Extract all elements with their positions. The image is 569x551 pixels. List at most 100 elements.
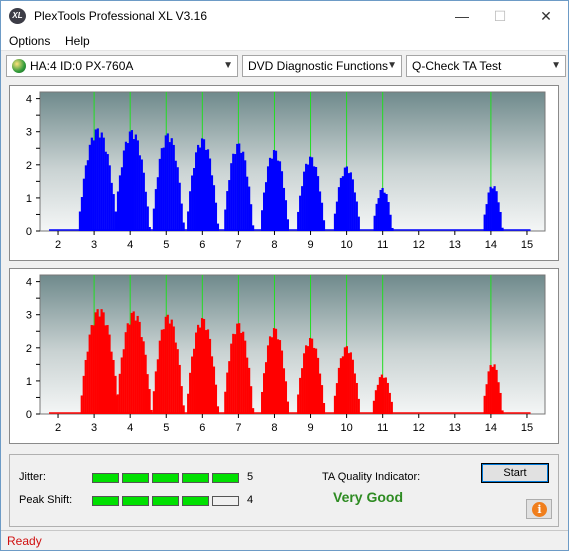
data-bar: [136, 315, 139, 414]
data-bar: [172, 326, 175, 414]
plot-area: [39, 91, 546, 232]
data-bar: [212, 185, 216, 231]
x-tick-label: 13: [449, 239, 461, 251]
data-bar: [166, 314, 169, 414]
data-bar: [272, 150, 276, 231]
data-bar: [339, 358, 343, 414]
data-bar: [176, 167, 179, 231]
x-tick-label: 14: [485, 239, 497, 251]
data-bar: [98, 137, 101, 231]
data-bar: [380, 374, 383, 414]
plot-area: [39, 274, 546, 415]
data-bar: [158, 158, 161, 231]
data-bar: [307, 164, 310, 231]
data-bar: [266, 166, 270, 231]
info-icon: i: [532, 502, 547, 517]
test-select[interactable]: Q-Check TA Test ▼: [406, 55, 566, 77]
data-bar: [170, 138, 173, 231]
data-bar: [228, 361, 231, 414]
data-bar: [282, 368, 286, 414]
data-bar: [312, 347, 316, 414]
menu-help[interactable]: Help: [65, 34, 90, 48]
data-bar: [312, 166, 316, 231]
data-bar: [276, 160, 280, 231]
data-bar: [187, 393, 190, 414]
data-bar: [216, 406, 220, 414]
data-bar: [114, 375, 117, 414]
data-bar: [266, 345, 270, 414]
data-bar: [193, 348, 196, 414]
data-bar: [120, 167, 124, 231]
data-bar: [264, 182, 268, 231]
data-bar: [301, 368, 304, 414]
meter-segment: [152, 473, 179, 483]
data-bar: [104, 325, 107, 414]
data-bar: [388, 392, 391, 414]
drive-select[interactable]: HA:4 ID:0 PX-760A ▼: [6, 55, 238, 77]
data-bar: [284, 381, 288, 414]
data-bar: [377, 198, 380, 231]
data-bar: [341, 356, 345, 414]
minimize-button[interactable]: —: [455, 8, 469, 24]
data-bar: [168, 142, 171, 231]
meter-segment: [122, 496, 149, 506]
y-tick-label: 2: [26, 343, 32, 355]
data-bar: [94, 129, 97, 231]
data-bar: [379, 189, 382, 231]
data-bar: [162, 329, 165, 414]
meter-segment: [92, 496, 119, 506]
x-tick-label: 9: [307, 422, 313, 434]
start-button[interactable]: Start: [481, 463, 549, 483]
data-bar: [116, 191, 120, 231]
jitter-chart-bottom: 0 1 2 3 4 2 3 4 5 6 7 8 9 10 11 12 13 14 15: [9, 268, 559, 444]
data-bar: [84, 359, 87, 414]
data-bar: [322, 220, 326, 231]
data-bar: [232, 153, 235, 231]
data-bar: [124, 141, 128, 231]
data-bar: [132, 139, 135, 231]
data-bar: [166, 133, 169, 231]
data-bar: [372, 400, 376, 414]
x-tick-label: 5: [163, 239, 169, 251]
data-bar: [284, 200, 288, 231]
data-bar: [106, 154, 109, 231]
data-bar: [238, 323, 241, 414]
data-bar: [499, 392, 502, 414]
maximize-button[interactable]: ☐: [493, 8, 507, 24]
data-bar: [189, 191, 192, 231]
data-bar: [236, 323, 239, 414]
data-bar: [176, 349, 179, 414]
data-bar: [198, 327, 202, 414]
data-bar: [495, 369, 498, 414]
x-tick-label: 5: [163, 422, 169, 434]
function-select[interactable]: DVD Diagnostic Functions ▼: [242, 55, 402, 77]
data-bar: [214, 384, 218, 414]
meter-segment: [212, 473, 239, 483]
data-bar: [78, 211, 82, 231]
y-tick-label: 2: [26, 160, 32, 172]
close-button[interactable]: ✕: [540, 8, 552, 24]
drive-select-value: HA:4 ID:0 PX-760A: [30, 59, 134, 73]
x-tick-label: 4: [127, 239, 133, 251]
title-bar: XL PlexTools Professional XL V3.16 — ☐ ✕: [1, 1, 568, 31]
data-bar: [261, 391, 264, 414]
data-bar: [353, 192, 356, 231]
x-tick-label: 7: [235, 239, 241, 251]
data-bar: [134, 134, 137, 231]
data-bar: [170, 319, 173, 414]
info-button[interactable]: i: [526, 499, 552, 519]
data-bar: [160, 148, 163, 231]
data-bar: [148, 389, 151, 414]
data-bar: [134, 320, 137, 414]
data-bar: [280, 350, 284, 414]
data-bar: [108, 334, 111, 414]
meter-segment: [182, 496, 209, 506]
data-bar: [383, 192, 386, 231]
data-bar: [316, 176, 320, 231]
data-bar: [178, 182, 181, 231]
data-bar: [191, 356, 194, 414]
data-bar: [355, 201, 358, 231]
data-bar: [248, 186, 251, 231]
menu-options[interactable]: Options: [9, 34, 51, 48]
data-bar: [355, 382, 358, 414]
